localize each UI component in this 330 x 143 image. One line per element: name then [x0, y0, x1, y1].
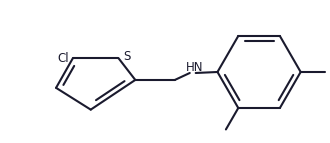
Text: Cl: Cl [57, 52, 69, 65]
Text: S: S [123, 50, 131, 63]
Text: HN: HN [186, 60, 204, 74]
